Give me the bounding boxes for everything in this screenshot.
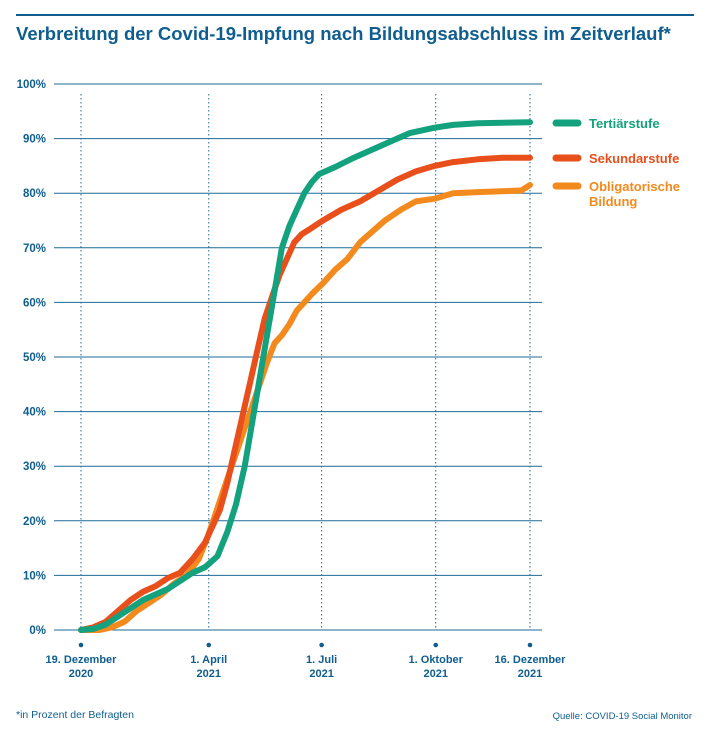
x-tick-dot-2 [319,642,324,648]
x-tick-year-1: 2021 [197,668,221,680]
y-tick-label-20: 20% [23,516,46,528]
y-tick-label-30: 30% [23,461,46,473]
y-tick-label-40: 40% [23,407,46,419]
series-line-0 [78,119,533,633]
legend-label-1: Sekundarstufe [589,151,679,166]
x-tick-dot-1 [206,642,212,648]
x-tick-year-3: 2021 [423,668,447,680]
chart-title: Verbreitung der Covid-19-Impfung nach Bi… [16,23,671,44]
footnote: *in Prozent der Befragten [16,709,134,721]
x-tick-label-2: 1. Juli [306,654,337,666]
top-rule [16,14,694,16]
x-tick-year-2: 2021 [309,668,333,680]
x-tick-label-0: 19. Dezember [46,654,118,666]
x-tick-year-4: 2021 [518,668,542,680]
source-note: Quelle: COVID-19 Social Monitor [552,711,692,722]
y-tick-label-100: 100% [17,79,46,91]
x-tick-dot-3 [433,642,439,648]
x-tick-label-3: 1. Oktober [409,654,464,666]
x-tick-dot-4 [527,642,533,648]
y-tick-label-10: 10% [23,570,46,582]
y-tick-label-50: 50% [23,352,46,364]
x-tick-label-4: 16. Dezember [495,654,567,666]
series-line-2 [78,182,533,633]
x-tick-label-1: 1. April [190,654,227,666]
legend-label-2-line2: Bildung [589,194,637,209]
y-tick-label-70: 70% [23,243,46,255]
chart: 0% 10% 20% 30% 40% 50% 60% 70% 80% 90% 100% 19. Dez… [17,79,680,680]
legend-label-2: Obligatorische [589,179,680,194]
y-tick-label-0: 0% [29,625,46,637]
y-tick-label-80: 80% [23,188,46,200]
x-tick-year-0: 2020 [69,668,93,680]
y-tick-label-90: 90% [23,134,46,146]
x-tick-dot-0 [78,642,84,648]
series-line-1 [78,154,533,633]
y-tick-label-60: 60% [23,297,46,309]
legend-label-0: Tertiärstufe [589,116,660,131]
